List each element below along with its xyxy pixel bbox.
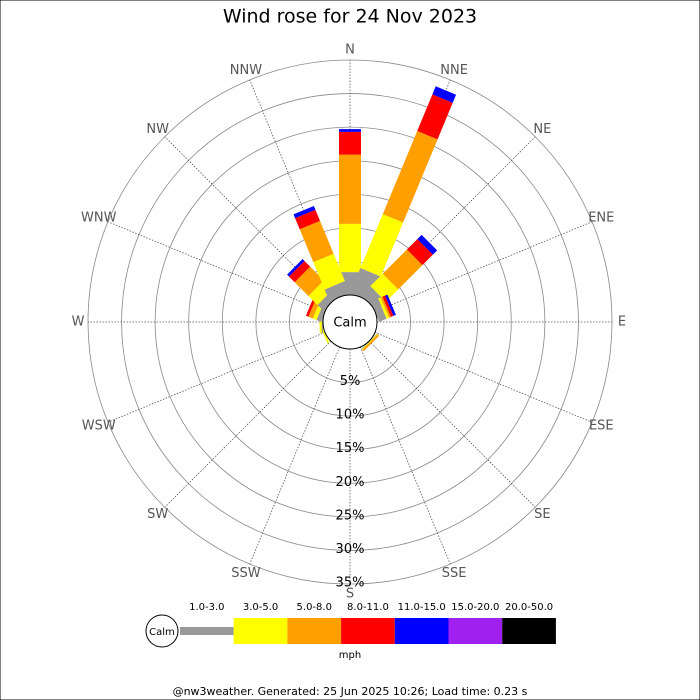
calm-circle xyxy=(322,294,378,350)
direction-label: S xyxy=(346,587,354,602)
direction-label: ENE xyxy=(588,210,614,225)
spoke xyxy=(359,346,451,565)
legend-label: 1.0-3.0 xyxy=(189,602,224,613)
direction-label: NE xyxy=(533,122,551,137)
wind-bar xyxy=(370,273,399,302)
legend-swatch xyxy=(180,627,234,635)
wind-bar xyxy=(378,297,390,319)
wind-bar xyxy=(299,220,334,263)
wind-bar xyxy=(324,281,350,302)
wind-bar xyxy=(360,214,404,277)
legend-swatch xyxy=(394,618,449,644)
legend-label: 15.0-20.0 xyxy=(451,602,499,613)
spoke xyxy=(249,346,341,565)
wind-bar xyxy=(339,223,361,273)
legend-calm-label: Calm xyxy=(149,627,175,638)
calm-label: Calm xyxy=(333,316,366,331)
wind-bar xyxy=(313,253,345,290)
chart-title: Wind rose for 24 Nov 2023 xyxy=(223,6,477,28)
wind-bar xyxy=(385,294,396,316)
legend-swatch xyxy=(448,618,503,644)
wind-bar xyxy=(382,249,423,290)
spoke xyxy=(374,331,593,423)
direction-label: NNE xyxy=(440,63,468,78)
wind-bar xyxy=(382,295,394,317)
direction-label: ESE xyxy=(589,419,614,434)
unit-label: mph xyxy=(339,650,361,661)
wind-bar xyxy=(339,129,361,132)
legend-calm xyxy=(145,614,179,648)
ring-label: 35% xyxy=(336,576,365,591)
wind-bar xyxy=(417,234,438,255)
legend-swatch xyxy=(287,618,342,644)
direction-label: WSW xyxy=(82,419,116,434)
wind-bar xyxy=(362,334,380,352)
direction-label: E xyxy=(618,315,626,330)
direction-label: W xyxy=(72,315,85,330)
direction-label: WNW xyxy=(81,210,117,225)
wind-bar xyxy=(339,154,361,224)
legend-label: 5.0-8.0 xyxy=(297,602,332,613)
ring-label: 20% xyxy=(336,475,365,490)
wind-bar xyxy=(339,131,361,155)
legend-label: 11.0-15.0 xyxy=(398,602,446,613)
legend-swatch xyxy=(233,618,288,644)
ring-label: 15% xyxy=(336,441,365,456)
direction-label: SSE xyxy=(442,566,467,581)
direction-label: SW xyxy=(147,507,168,522)
legend-label: 20.0-50.0 xyxy=(505,602,553,613)
wind-bar xyxy=(370,298,387,322)
legend-label: 8.0-11.0 xyxy=(347,602,389,613)
direction-label: NW xyxy=(146,122,169,137)
direction-label: NNW xyxy=(230,63,262,78)
spoke xyxy=(107,221,326,313)
wind-bar xyxy=(293,206,316,219)
wind-bar xyxy=(287,259,305,277)
ring-label: 5% xyxy=(340,374,361,389)
direction-label: SSW xyxy=(231,566,261,581)
ring-label: 30% xyxy=(336,542,365,557)
wind-bar xyxy=(380,296,391,318)
wind-bar xyxy=(294,266,324,296)
ring xyxy=(154,126,546,518)
wind-bar xyxy=(417,94,453,140)
direction-label: SE xyxy=(534,507,550,522)
spoke xyxy=(107,331,326,423)
legend-label: 3.0-5.0 xyxy=(243,602,278,613)
footer: @nw3weather. Generated: 25 Jun 2025 10:2… xyxy=(173,685,528,698)
wind-bar xyxy=(432,86,457,103)
wind-bar xyxy=(295,209,321,230)
spoke xyxy=(164,340,332,508)
wind-bar xyxy=(382,130,438,223)
legend-swatch xyxy=(502,618,556,644)
wind-bar xyxy=(406,239,433,266)
ring-label: 10% xyxy=(336,408,365,423)
direction-label: N xyxy=(345,43,355,58)
spoke xyxy=(368,340,536,508)
ring-label: 25% xyxy=(336,508,365,523)
spoke xyxy=(374,221,593,313)
wind-bar xyxy=(288,260,311,283)
legend-swatch xyxy=(341,618,395,644)
wind-bar xyxy=(361,333,378,350)
